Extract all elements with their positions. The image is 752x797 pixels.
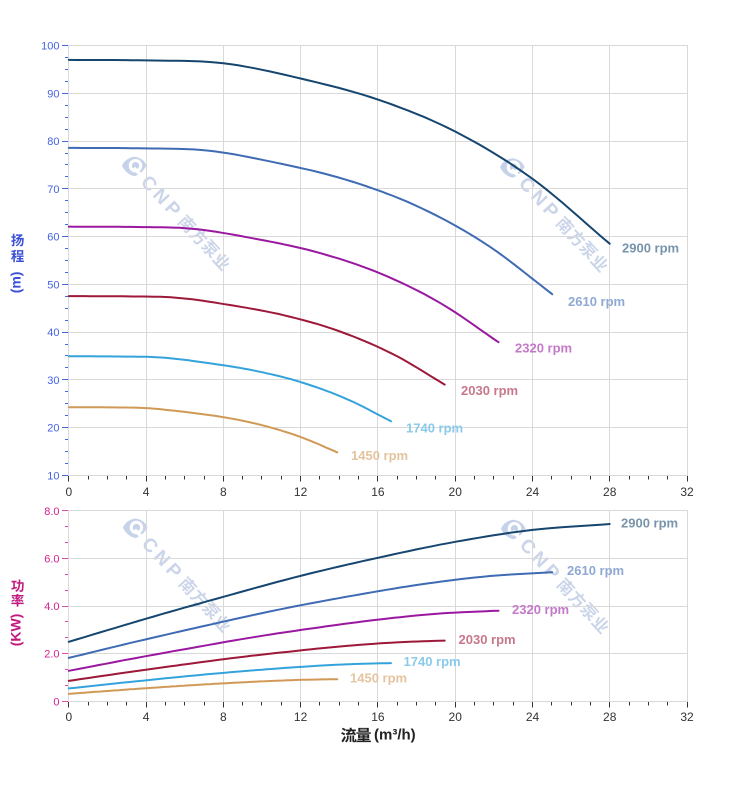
svg-text:12: 12 xyxy=(294,710,308,724)
svg-text:1740 rpm: 1740 rpm xyxy=(404,654,461,669)
svg-text:20: 20 xyxy=(449,710,463,724)
svg-text:1740 rpm: 1740 rpm xyxy=(406,420,463,435)
svg-text:28: 28 xyxy=(603,485,617,499)
svg-text:80: 80 xyxy=(47,136,59,148)
svg-text:2320 rpm: 2320 rpm xyxy=(515,341,572,356)
svg-text:2610 rpm: 2610 rpm xyxy=(568,294,625,309)
svg-text:2320 rpm: 2320 rpm xyxy=(512,602,569,617)
svg-text:28: 28 xyxy=(603,710,617,724)
svg-text:32: 32 xyxy=(680,710,694,724)
svg-text:2030 rpm: 2030 rpm xyxy=(461,383,518,398)
svg-text:6.0: 6.0 xyxy=(44,554,59,566)
svg-text:(m): (m) xyxy=(7,272,23,294)
svg-text:40: 40 xyxy=(47,327,59,339)
svg-text:2610 rpm: 2610 rpm xyxy=(567,563,624,578)
svg-text:24: 24 xyxy=(526,710,540,724)
svg-text:70: 70 xyxy=(47,184,59,196)
svg-text:32: 32 xyxy=(680,485,694,499)
svg-text:2900 rpm: 2900 rpm xyxy=(621,515,678,530)
svg-text:16: 16 xyxy=(371,485,385,499)
svg-text:2900 rpm: 2900 rpm xyxy=(622,240,679,255)
svg-text:12: 12 xyxy=(294,485,308,499)
svg-text:4.0: 4.0 xyxy=(44,601,59,613)
svg-text:1450 rpm: 1450 rpm xyxy=(351,448,408,463)
svg-text:8: 8 xyxy=(220,485,227,499)
svg-text:24: 24 xyxy=(526,485,540,499)
svg-text:0: 0 xyxy=(53,696,59,708)
svg-text:8.0: 8.0 xyxy=(44,506,59,518)
svg-text:4: 4 xyxy=(143,485,150,499)
svg-text:60: 60 xyxy=(47,232,59,244)
svg-text:4: 4 xyxy=(143,710,150,724)
svg-text:2030 rpm: 2030 rpm xyxy=(459,632,516,647)
svg-text:90: 90 xyxy=(47,88,59,100)
svg-text:8: 8 xyxy=(220,710,227,724)
svg-text:30: 30 xyxy=(47,375,59,387)
svg-text:2.0: 2.0 xyxy=(44,649,59,661)
svg-text:50: 50 xyxy=(47,279,59,291)
svg-text:(m³/h): (m³/h) xyxy=(374,727,416,744)
svg-text:20: 20 xyxy=(449,485,463,499)
svg-text:(KW): (KW) xyxy=(7,614,23,647)
svg-text:0: 0 xyxy=(65,710,72,724)
svg-text:100: 100 xyxy=(41,41,59,53)
svg-text:10: 10 xyxy=(47,470,59,482)
svg-text:16: 16 xyxy=(371,710,385,724)
svg-text:1450 rpm: 1450 rpm xyxy=(350,670,407,685)
svg-text:20: 20 xyxy=(47,423,59,435)
svg-text:0: 0 xyxy=(65,485,72,499)
